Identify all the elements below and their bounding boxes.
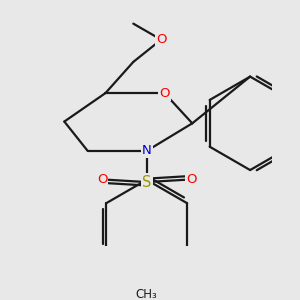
Text: O: O — [159, 87, 170, 100]
Text: N: N — [142, 144, 152, 158]
Text: S: S — [142, 175, 151, 190]
Text: O: O — [186, 173, 196, 186]
Text: O: O — [156, 33, 166, 46]
Text: CH₃: CH₃ — [136, 288, 158, 300]
Text: O: O — [97, 173, 107, 186]
